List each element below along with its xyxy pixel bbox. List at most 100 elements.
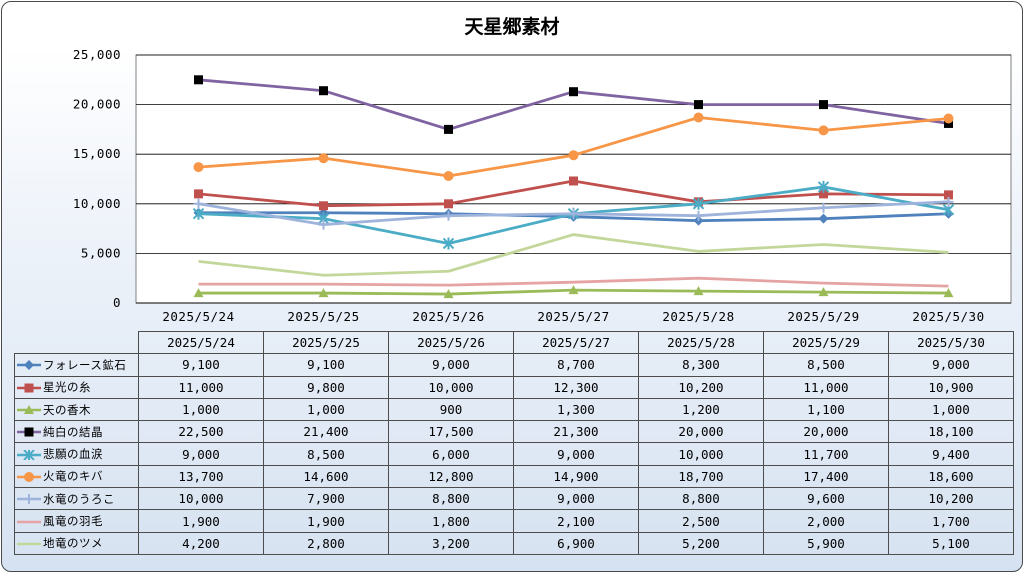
legend-key-marker [23, 449, 35, 460]
legend-key-marker [24, 471, 34, 482]
series-line [198, 276, 949, 288]
y-tick-label: 0 [113, 295, 121, 310]
table-cell: 1,900 [138, 509, 264, 533]
data-point [694, 100, 703, 110]
data-table-header: 2025/5/24 2025/5/25 2025/5/26 2025/5/27 2025… [15, 330, 1014, 355]
series-name: 水竜のうろこ [43, 491, 115, 506]
table-cell: 12,800 [388, 464, 514, 489]
data-point [319, 86, 328, 96]
table-row: 純白の結晶 22,500 21,400 17,500 21,300 20,000 20,00… [14, 420, 1014, 444]
data-point [943, 288, 954, 298]
table-corner [15, 332, 139, 354]
data-point [568, 208, 579, 219]
table-cell: 20,000 [638, 420, 764, 444]
table-cell: 9,100 [263, 353, 389, 377]
table-cell: 9,100 [138, 353, 264, 377]
series-2 [193, 285, 954, 299]
data-point [444, 199, 453, 209]
table-cell: 17,500 [388, 420, 514, 444]
table-cell: 12,300 [513, 375, 639, 399]
table-cell: 9,600 [763, 487, 889, 511]
legend-key-icon [17, 542, 41, 546]
data-point [318, 219, 329, 230]
table-cell: 21,400 [263, 420, 389, 444]
table-cell: 14,900 [513, 464, 639, 489]
legend-key-marker [24, 360, 34, 371]
y-tick-label: 10,000 [73, 196, 121, 211]
table-cell: 9,400 [888, 442, 1014, 466]
data-point [569, 176, 578, 186]
table-cell: 10,000 [388, 375, 514, 399]
legend-key-icon [17, 427, 41, 437]
row-label: 星光の糸 [14, 375, 139, 399]
data-point [568, 285, 579, 295]
series-name: 星光の糸 [43, 380, 91, 395]
table-cell: 11,700 [763, 442, 889, 466]
row-label: 水竜のうろこ [14, 487, 139, 511]
table-column-header: 2025/5/26 [388, 330, 514, 355]
data-point [193, 198, 204, 209]
data-point [818, 213, 829, 224]
table-cell: 13,700 [138, 464, 264, 489]
table-cell: 10,900 [888, 375, 1014, 399]
y-tick-label: 20,000 [73, 97, 121, 112]
table-row: 星光の糸 11,000 9,800 10,000 12,300 10,200 11,000 1… [14, 375, 1014, 399]
legend-key-marker [24, 405, 34, 415]
table-cell: 1,900 [263, 509, 389, 533]
series-7 [198, 276, 949, 288]
x-tick-label: 2025/5/30 [912, 309, 984, 324]
data-point [442, 237, 455, 250]
table-cell: 1,800 [388, 509, 514, 533]
legend-key-icon [17, 494, 41, 505]
table-row: 風竜の羽毛 1,900 1,900 1,800 2,100 2,500 2,000 1,700 [14, 509, 1014, 533]
table-row: 火竜のキバ 13,700 14,600 12,800 14,900 18,700 17,40… [14, 464, 1014, 489]
table-cell: 1,300 [513, 397, 639, 422]
table-cell: 5,200 [638, 531, 764, 555]
table-cell: 8,500 [263, 442, 389, 466]
table-cell: 2,500 [638, 509, 764, 533]
data-point [443, 289, 454, 299]
table-cell: 9,000 [388, 353, 514, 377]
table-cell: 5,100 [888, 531, 1014, 555]
row-label: 悲願の血涙 [14, 442, 139, 466]
data-point [818, 287, 829, 297]
table-cell: 18,100 [888, 420, 1014, 444]
table-cell: 6,000 [388, 442, 514, 466]
table-cell: 20,000 [763, 420, 889, 444]
data-point [444, 124, 453, 134]
series-name: 悲願の血涙 [43, 447, 103, 462]
x-tick-label: 2025/5/26 [412, 309, 484, 324]
table-cell: 9,000 [888, 353, 1014, 377]
table-column-header: 2025/5/28 [638, 330, 764, 355]
data-table: 2025/5/24 2025/5/25 2025/5/26 2025/5/27 2025… [14, 330, 1014, 555]
series-name: 天の香木 [43, 402, 91, 417]
table-cell: 17,400 [763, 464, 889, 489]
table-column-header: 2025/5/29 [763, 330, 889, 355]
table-cell: 1,100 [763, 397, 889, 422]
y-tick-label: 25,000 [73, 47, 121, 62]
y-tick-label: 15,000 [73, 146, 121, 161]
x-tick-label: 2025/5/27 [537, 309, 609, 324]
series-line [198, 233, 949, 277]
table-cell: 1,200 [638, 397, 764, 422]
data-point [193, 162, 204, 173]
table-row: 地竜のツメ 4,200 2,800 3,200 6,900 5,200 5,900 5,100 [14, 531, 1014, 555]
table-cell: 8,500 [763, 353, 889, 377]
row-label: 地竜のツメ [14, 531, 139, 555]
table-cell: 8,800 [638, 487, 764, 511]
row-label: 天の香木 [14, 397, 139, 422]
table-cell: 18,600 [888, 464, 1014, 489]
data-point [693, 210, 704, 221]
table-cell: 2,800 [263, 531, 389, 555]
series-name: フォレース鉱石 [43, 357, 127, 372]
legend-key-marker [24, 494, 34, 505]
legend-key-marker [24, 383, 34, 393]
data-point [193, 288, 204, 298]
table-cell: 8,800 [388, 487, 514, 511]
legend-key-icon [17, 405, 41, 415]
x-tick-label: 2025/5/29 [787, 309, 859, 324]
table-cell: 1,000 [138, 397, 264, 422]
series-5 [193, 112, 954, 182]
table-row: 水竜のうろこ 10,000 7,900 8,800 9,000 8,800 9,600 10,… [14, 487, 1014, 511]
data-point [194, 75, 203, 85]
